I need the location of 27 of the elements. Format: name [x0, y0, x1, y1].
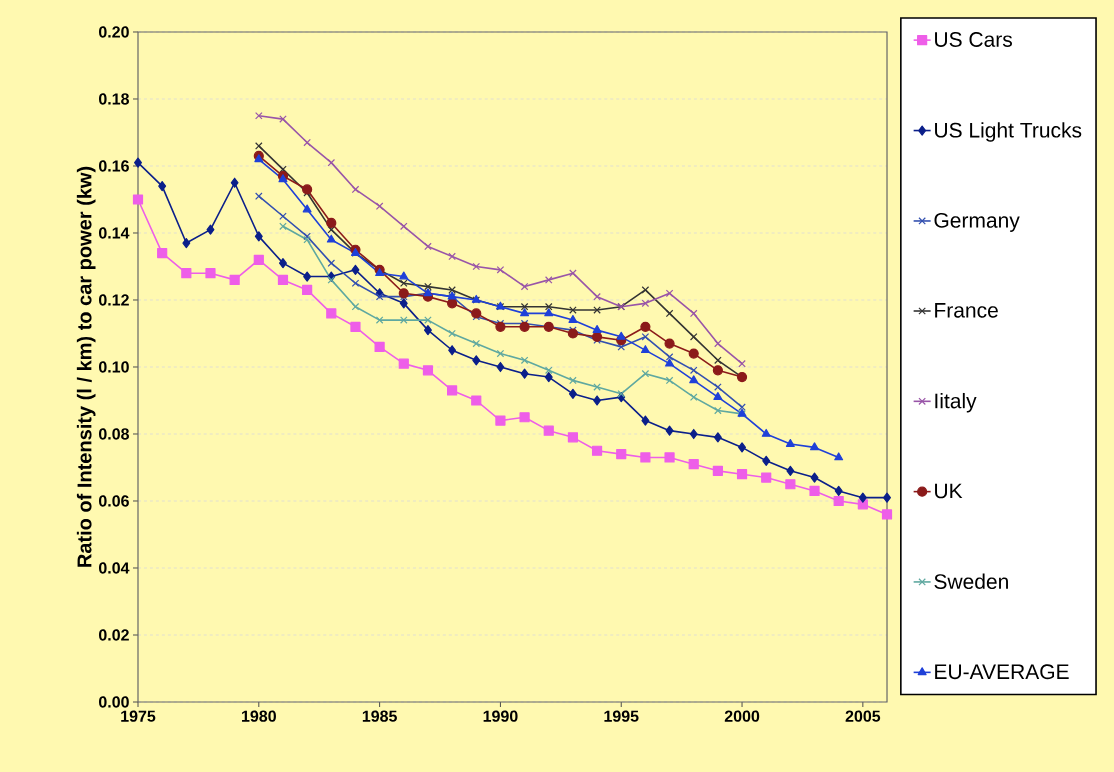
legend-label: US Light Trucks: [935, 122, 1082, 142]
y-tick-label: 0.00: [98, 696, 129, 708]
y-tick-label: 0.16: [98, 160, 129, 172]
x-tick-label: 1980: [242, 710, 276, 722]
x-tick-label: 2005: [845, 710, 881, 722]
legend-label: France: [935, 303, 998, 318]
y-tick-label: 0.04: [98, 562, 130, 574]
y-tick-label: 0.10: [98, 361, 129, 373]
legend-label: Iitaly: [935, 392, 977, 413]
y-tick-label: 0.06: [98, 495, 129, 507]
legend-label: Sweden: [934, 573, 1008, 589]
y-tick-label: 0.20: [98, 26, 129, 38]
legend-label: Germany: [934, 212, 1020, 232]
y-tick-label: 0.08: [98, 428, 129, 440]
x-tick-label: 2000: [724, 710, 760, 722]
x-tick-label: 1985: [362, 710, 397, 722]
legend-label: EU-AVERAGE: [935, 664, 1069, 680]
y-tick-label: 0.12: [98, 294, 129, 306]
legend-label: US Cars: [935, 32, 1012, 47]
x-tick-label: 1975: [121, 710, 156, 722]
y-axis-title: Ratio of Intensity (l / km) to car power (kw): [76, 166, 96, 567]
legend-label: UK: [935, 483, 963, 499]
y-tick-label: 0.18: [98, 93, 129, 105]
x-tick-label: 1990: [483, 710, 518, 722]
y-tick-label: 0.14: [98, 227, 130, 239]
x-tick-label: 1995: [604, 710, 639, 722]
y-tick-label: 0.02: [98, 629, 129, 641]
